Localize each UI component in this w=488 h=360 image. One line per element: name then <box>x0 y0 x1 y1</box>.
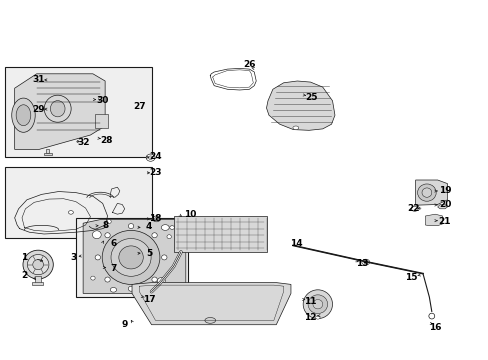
Ellipse shape <box>161 225 169 230</box>
Text: 4: 4 <box>145 222 152 231</box>
Ellipse shape <box>161 255 167 260</box>
Polygon shape <box>266 81 334 130</box>
Text: 31: 31 <box>32 76 44 85</box>
Ellipse shape <box>166 235 171 239</box>
Polygon shape <box>437 204 447 209</box>
Text: 2: 2 <box>21 271 27 280</box>
Ellipse shape <box>68 211 73 214</box>
Ellipse shape <box>92 231 101 239</box>
Text: 19: 19 <box>438 186 450 194</box>
Ellipse shape <box>312 300 322 309</box>
Bar <box>46 149 49 153</box>
Bar <box>95 114 107 128</box>
Bar <box>76 218 188 297</box>
Text: 24: 24 <box>149 152 162 161</box>
Ellipse shape <box>157 278 165 284</box>
Ellipse shape <box>119 246 143 269</box>
Text: 18: 18 <box>149 214 162 223</box>
Ellipse shape <box>128 224 134 229</box>
Text: 22: 22 <box>406 204 419 213</box>
Text: 13: 13 <box>355 259 367 268</box>
Ellipse shape <box>23 250 53 279</box>
Ellipse shape <box>361 259 369 265</box>
Text: 17: 17 <box>142 295 155 304</box>
Ellipse shape <box>110 287 117 292</box>
Text: 9: 9 <box>121 320 128 329</box>
Ellipse shape <box>104 277 110 282</box>
Text: 20: 20 <box>438 200 450 209</box>
Text: 21: 21 <box>438 217 450 226</box>
Text: 26: 26 <box>243 60 255 69</box>
Ellipse shape <box>307 295 327 314</box>
Bar <box>5 167 151 238</box>
Text: 5: 5 <box>146 249 152 258</box>
Polygon shape <box>425 214 442 226</box>
Ellipse shape <box>27 255 49 275</box>
Ellipse shape <box>44 95 71 122</box>
Text: 14: 14 <box>289 238 302 248</box>
Text: 29: 29 <box>32 105 44 114</box>
Ellipse shape <box>95 255 101 260</box>
Ellipse shape <box>154 217 158 220</box>
Text: 6: 6 <box>110 238 116 248</box>
Ellipse shape <box>148 156 152 159</box>
Ellipse shape <box>16 105 31 126</box>
Text: 8: 8 <box>102 220 108 230</box>
Ellipse shape <box>152 277 157 282</box>
Polygon shape <box>173 216 266 252</box>
Ellipse shape <box>363 261 367 264</box>
Text: 25: 25 <box>305 93 318 102</box>
Polygon shape <box>132 283 290 325</box>
Ellipse shape <box>292 126 298 130</box>
Text: 16: 16 <box>428 323 441 332</box>
Text: 7: 7 <box>110 264 117 273</box>
Ellipse shape <box>111 238 151 276</box>
Ellipse shape <box>315 316 319 319</box>
Polygon shape <box>15 74 105 149</box>
Ellipse shape <box>99 97 103 101</box>
Ellipse shape <box>152 233 157 238</box>
Text: 23: 23 <box>149 168 162 177</box>
Ellipse shape <box>91 276 95 280</box>
Ellipse shape <box>33 260 43 270</box>
Bar <box>5 67 151 157</box>
Ellipse shape <box>106 220 111 224</box>
Ellipse shape <box>12 98 35 132</box>
Ellipse shape <box>417 184 435 201</box>
Text: 1: 1 <box>21 253 27 262</box>
Text: 27: 27 <box>133 102 145 111</box>
Ellipse shape <box>146 154 155 161</box>
Bar <box>32 282 43 285</box>
Ellipse shape <box>204 318 215 323</box>
Ellipse shape <box>150 291 155 295</box>
Ellipse shape <box>169 226 174 229</box>
Text: 3: 3 <box>70 253 76 262</box>
Polygon shape <box>415 180 447 205</box>
Text: 10: 10 <box>184 210 197 219</box>
Text: 12: 12 <box>304 313 316 322</box>
Ellipse shape <box>152 216 160 222</box>
Ellipse shape <box>104 233 110 238</box>
Ellipse shape <box>128 286 134 291</box>
Ellipse shape <box>150 288 161 294</box>
Text: 15: 15 <box>405 273 417 282</box>
Text: 30: 30 <box>96 96 109 105</box>
Ellipse shape <box>50 100 65 117</box>
Ellipse shape <box>303 290 332 319</box>
Bar <box>44 153 52 155</box>
Ellipse shape <box>102 230 160 284</box>
Text: 11: 11 <box>304 297 316 306</box>
Ellipse shape <box>421 188 431 197</box>
Polygon shape <box>83 220 185 293</box>
Bar <box>35 276 41 283</box>
Ellipse shape <box>410 206 417 211</box>
Text: 28: 28 <box>100 136 113 145</box>
Text: 32: 32 <box>78 138 90 147</box>
